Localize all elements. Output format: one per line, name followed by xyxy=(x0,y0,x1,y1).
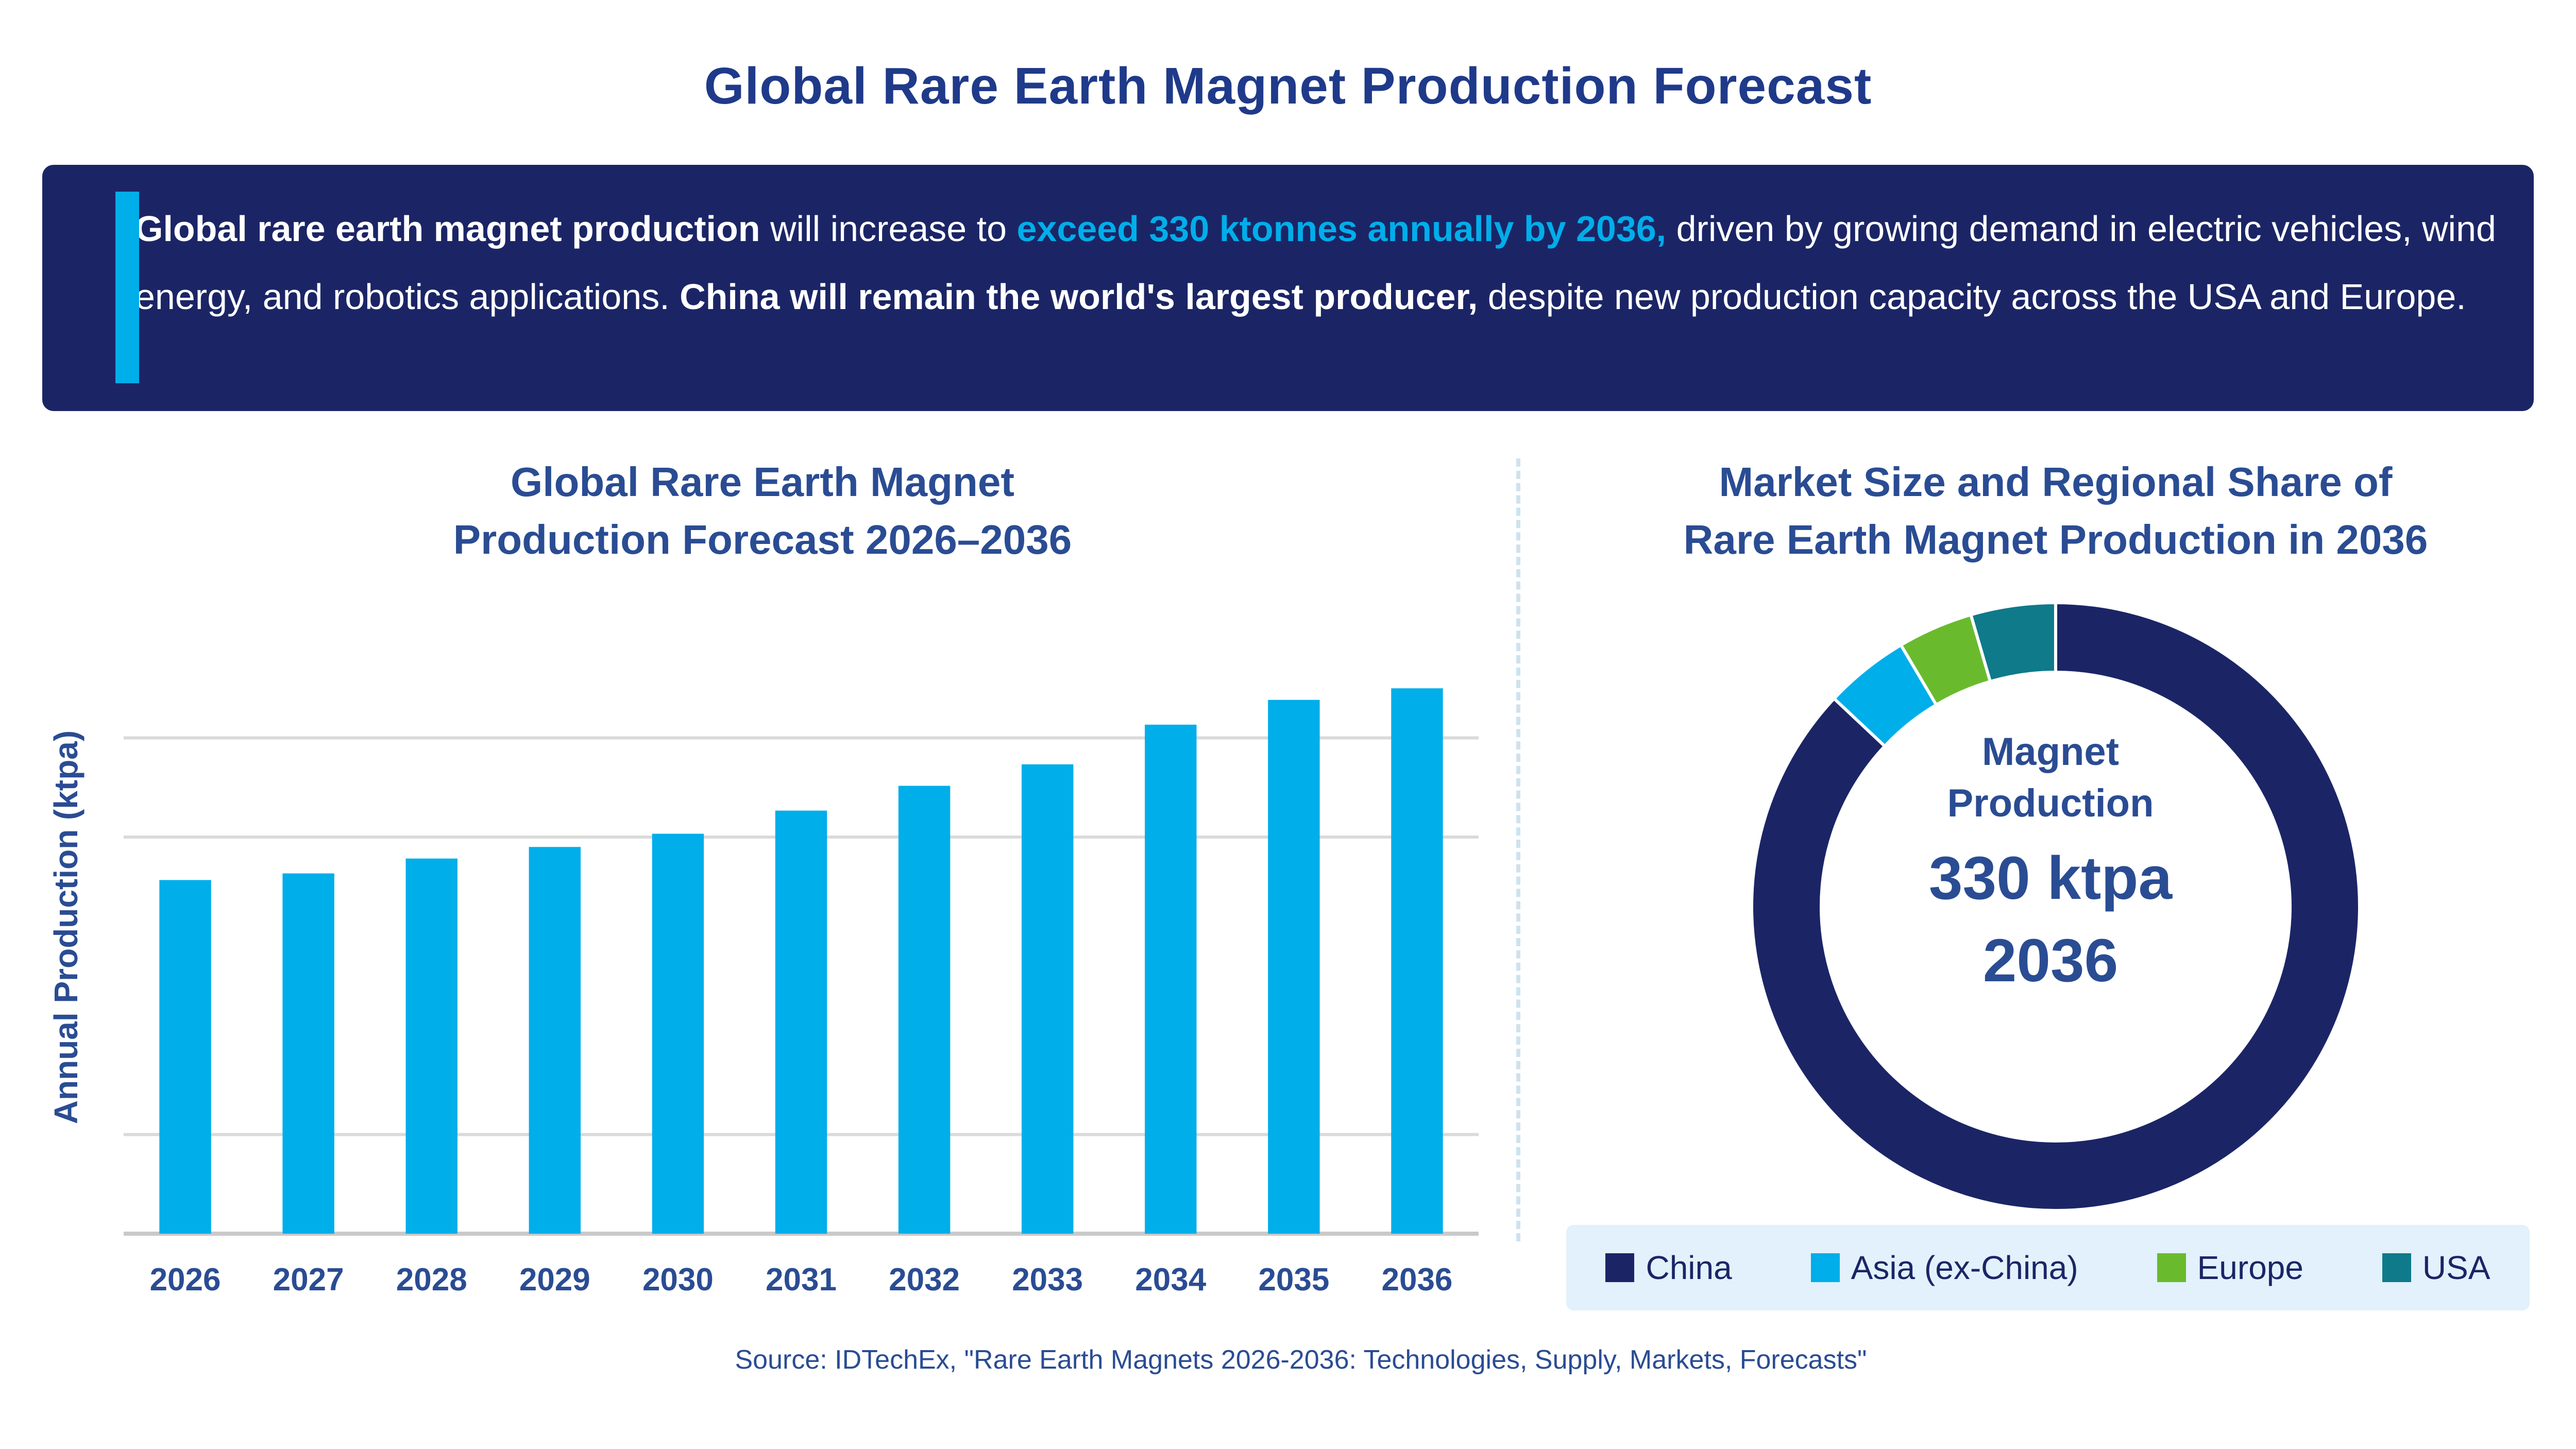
bar-chart: Annual Production (ktpa) 2026 2027 2028 202… xyxy=(47,688,1479,1298)
donut-slice-china xyxy=(1750,601,2361,1212)
x-tick-label: 2027 xyxy=(273,1262,344,1298)
source-citation: Source: IDTechEx, "Rare Earth Magnets 20… xyxy=(735,1345,1867,1375)
x-tick-label: 2026 xyxy=(150,1262,221,1298)
bar-2030 xyxy=(652,833,704,1234)
legend-label-europe: Europe xyxy=(2197,1249,2303,1286)
donut-chart xyxy=(1750,601,2361,1212)
x-tick-label: 2028 xyxy=(396,1262,467,1298)
legend-item-usa: USA xyxy=(2382,1249,2490,1287)
donut-legend: China Asia (ex-China) Europe USA xyxy=(1566,1225,2530,1310)
bar-chart-title: Global Rare Earth Magnet Production Fore… xyxy=(309,453,1216,569)
legend-swatch-europe xyxy=(2157,1253,2186,1282)
x-tick-label: 2031 xyxy=(766,1262,837,1298)
bar-2033 xyxy=(1021,764,1074,1234)
summary-text-4: driven by growing demand in electric veh… xyxy=(135,209,2496,317)
legend-label-usa: USA xyxy=(2422,1249,2490,1286)
x-tick-label: 2036 xyxy=(1381,1262,1452,1298)
donut-slices xyxy=(1750,601,2361,1212)
legend-swatch-usa xyxy=(2382,1253,2411,1282)
legend-label-china: China xyxy=(1646,1249,1732,1286)
bar-2034 xyxy=(1145,724,1197,1234)
bar-chart-title-line1: Global Rare Earth Magnet xyxy=(511,459,1014,505)
donut-chart-title-line1: Market Size and Regional Share of xyxy=(1719,459,2393,505)
bar-2036 xyxy=(1391,688,1443,1234)
legend-item-europe: Europe xyxy=(2157,1249,2303,1287)
summary-text: Global rare earth magnet production will… xyxy=(135,195,2498,331)
x-tick-label: 2030 xyxy=(642,1262,714,1298)
bar-2032 xyxy=(898,786,951,1234)
legend-swatch-china xyxy=(1605,1253,1635,1282)
donut-center-title-line1: Magnet xyxy=(1982,730,2119,774)
x-tick-label: 2035 xyxy=(1258,1262,1329,1298)
y-axis-label: Annual Production (ktpa) xyxy=(47,730,84,1124)
summary-accent-bar xyxy=(115,192,139,383)
summary-highlight: exceed 330 ktonnes annually by 2036, xyxy=(1016,209,1667,249)
donut-center-year: 2036 xyxy=(1982,927,2119,995)
donut-center-title: Magnet Production xyxy=(1855,726,2246,829)
legend-item-asia: Asia (ex-China) xyxy=(1810,1249,2078,1287)
bar-2026 xyxy=(159,880,211,1234)
section-divider xyxy=(1516,458,1520,1241)
bar-2028 xyxy=(405,858,457,1234)
x-tick-labels: 2026 2027 2028 2029 2030 2031 2032 2033 2034 2035… xyxy=(150,1262,1453,1298)
legend-swatch-asia xyxy=(1810,1253,1840,1282)
summary-bold-2: China will remain the world's largest pr… xyxy=(680,277,1478,317)
bar-2029 xyxy=(529,847,581,1234)
donut-chart-title-line2: Rare Earth Magnet Production in 2036 xyxy=(1683,517,2428,562)
bars xyxy=(159,688,1443,1234)
donut-center-value: 330 ktpa xyxy=(1928,844,2173,912)
x-tick-label: 2034 xyxy=(1135,1262,1206,1298)
legend-item-china: China xyxy=(1605,1249,1732,1287)
donut-center-title-line2: Production xyxy=(1947,781,2154,825)
donut-chart-title: Market Size and Regional Share of Rare E… xyxy=(1577,453,2535,569)
summary-text-2: will increase to xyxy=(760,209,1017,249)
bar-2027 xyxy=(282,873,334,1234)
page-title: Global Rare Earth Magnet Production Fore… xyxy=(704,57,1872,115)
x-tick-label: 2029 xyxy=(519,1262,590,1298)
donut-slice-usa xyxy=(1969,601,2057,684)
summary-bold-1: Global rare earth magnet production xyxy=(135,209,760,249)
summary-text-6: despite new production capacity across t… xyxy=(1478,277,2466,317)
summary-box: Global rare earth magnet production will… xyxy=(42,165,2534,411)
x-tick-label: 2032 xyxy=(889,1262,960,1298)
bar-2031 xyxy=(775,810,827,1234)
bar-2035 xyxy=(1268,700,1320,1234)
x-tick-label: 2033 xyxy=(1012,1262,1083,1298)
legend-label-asia: Asia (ex-China) xyxy=(1851,1249,2078,1286)
bar-chart-title-line2: Production Forecast 2026–2036 xyxy=(453,517,1072,562)
